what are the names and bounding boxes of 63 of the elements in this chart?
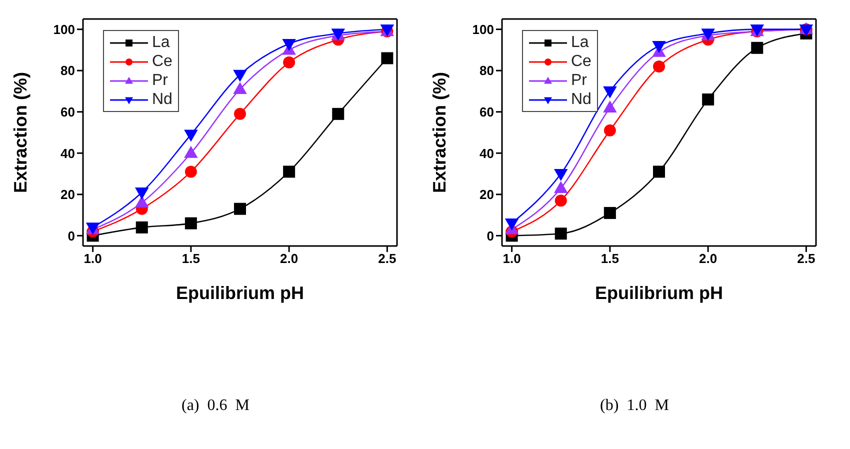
point [234,202,246,215]
y-tick-label: 60 [480,104,494,120]
point [233,82,247,94]
point [134,195,149,208]
point [332,108,344,120]
legend-label: Pr [571,72,587,90]
text: (b) 1.0 M [599,397,670,415]
x-axis-title: Epuilibrium pH [176,283,304,303]
y-tick-label: 40 [480,146,494,161]
text: (a) 0.6 M [180,397,250,415]
y-tick-label: 0 [68,228,75,244]
x-tick-label: 2.5 [797,251,816,266]
point [653,60,665,72]
legend-label: Pr [152,72,168,90]
point [702,93,714,106]
point [184,217,197,230]
point [751,42,764,54]
point [134,188,149,200]
legend-label: La [571,34,589,52]
point [233,70,247,82]
point [653,166,665,178]
y-tick-label: 60 [60,104,75,120]
y-tick-label: 100 [53,22,75,37]
y-axis-title: Extraction (%) [429,72,450,194]
point [554,168,568,181]
y-tick-label: 20 [480,187,494,202]
x-tick-label: 2.5 [378,251,396,266]
point [603,100,617,113]
point [234,108,246,120]
legend-label: Ce [571,52,592,70]
point [603,86,617,98]
point [604,124,616,136]
x-axis-title: Epuilibrium pH [595,283,723,303]
x-tick-label: 2.0 [699,251,718,266]
y-tick-label: 80 [480,63,494,78]
point [554,194,567,207]
y-axis-title: Extraction (%) [10,72,30,194]
x-tick-label: 1.0 [84,251,102,266]
y-tick-label: 20 [60,187,75,202]
x-tick-label: 2.0 [280,251,298,266]
y-tick-label: 100 [472,22,494,37]
x-tick-label: 1.5 [600,251,619,266]
y-tick-label: 40 [60,146,75,161]
y-tick-label: 80 [60,63,75,78]
point [184,130,198,142]
legend-label: Ce [152,52,172,70]
point [381,52,394,64]
legend-label: Nd [152,90,172,108]
point [282,38,296,51]
point [554,228,567,240]
point [184,166,197,178]
point [136,221,148,234]
point [184,146,198,158]
point [283,56,296,68]
x-tick-label: 1.0 [502,251,521,266]
point [504,218,519,230]
point [283,166,296,178]
point [604,206,616,219]
x-tick-label: 1.5 [182,251,200,266]
legend-label: Nd [571,90,592,108]
y-tick-label: 0 [486,228,494,244]
legend-label: La [152,34,170,52]
point [554,181,568,194]
